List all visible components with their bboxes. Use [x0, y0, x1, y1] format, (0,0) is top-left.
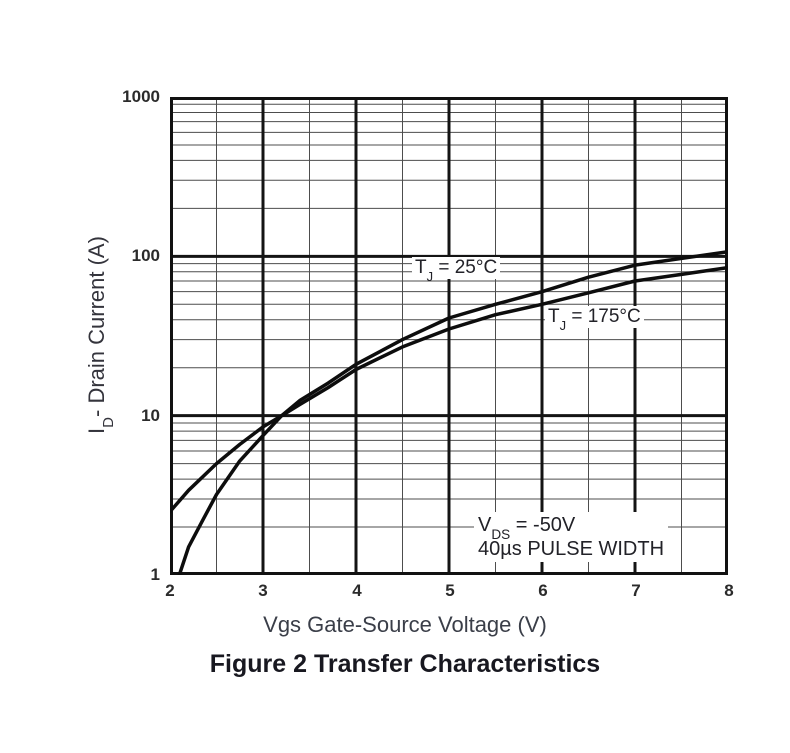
y-axis-title-symbol: I: [84, 427, 109, 434]
condition-subscript: DS: [491, 527, 511, 543]
test-conditions: VDS = -50V 40µs PULSE WIDTH: [474, 512, 669, 562]
curve-tj-25c: [177, 249, 728, 575]
x-tick-8: 8: [724, 581, 734, 600]
x-tick-2: 2: [165, 581, 175, 600]
figure-caption: Figure 2 Transfer Characteristics: [209, 650, 601, 678]
y-tick-10: 10: [141, 406, 160, 425]
curve-tj-175c: [170, 265, 728, 514]
condition-value: = -50V: [510, 514, 576, 536]
x-tick-3: 3: [258, 581, 268, 600]
curve-label-value: = 25°C: [433, 257, 498, 278]
x-tick-6: 6: [538, 581, 548, 600]
curve-label-tj-25c: TJ = 25°C: [412, 257, 501, 283]
curve-label-symbol: T: [548, 306, 560, 327]
curve-label-tj-175c: TJ = 175°C: [545, 306, 644, 332]
curve-label-symbol: T: [415, 257, 427, 278]
y-tick-100: 100: [131, 246, 160, 265]
x-tick-5: 5: [445, 581, 455, 600]
y-axis-title: ID- Drain Current (A): [84, 130, 117, 540]
curve-label-subscript: J: [426, 269, 434, 285]
condition-pulse-width: 40µs PULSE WIDTH: [478, 538, 665, 560]
x-tick-4: 4: [352, 581, 362, 600]
condition-vds: VDS = -50V: [478, 513, 664, 542]
curve-label-subscript: J: [559, 318, 567, 334]
condition-symbol: V: [478, 514, 492, 536]
x-axis-title: Vgs Gate-Source Voltage (V): [263, 612, 547, 637]
x-tick-7: 7: [631, 581, 641, 600]
transfer-characteristics-chart: [170, 97, 728, 575]
y-tick-1: 1: [150, 565, 160, 584]
y-tick-1000: 1000: [122, 87, 160, 106]
curve-label-value: = 175°C: [566, 306, 641, 327]
plot-border: [170, 97, 728, 575]
